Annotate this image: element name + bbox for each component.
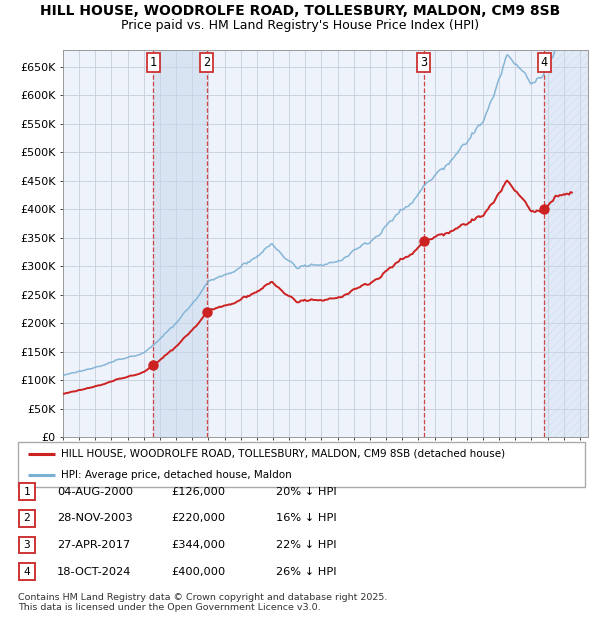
Text: £126,000: £126,000 [171, 487, 225, 497]
Text: £344,000: £344,000 [171, 540, 225, 550]
Text: 3: 3 [23, 540, 31, 550]
Text: 18-OCT-2024: 18-OCT-2024 [57, 567, 131, 577]
Text: £400,000: £400,000 [171, 567, 225, 577]
Text: 28-NOV-2003: 28-NOV-2003 [57, 513, 133, 523]
Text: 4: 4 [541, 56, 548, 69]
Text: 2: 2 [203, 56, 211, 69]
Text: 4: 4 [23, 567, 31, 577]
Text: 3: 3 [420, 56, 427, 69]
Text: 04-AUG-2000: 04-AUG-2000 [57, 487, 133, 497]
Text: HILL HOUSE, WOODROLFE ROAD, TOLLESBURY, MALDON, CM9 8SB: HILL HOUSE, WOODROLFE ROAD, TOLLESBURY, … [40, 4, 560, 19]
FancyBboxPatch shape [18, 442, 585, 487]
Text: 20% ↓ HPI: 20% ↓ HPI [276, 487, 337, 497]
Text: 2: 2 [23, 513, 31, 523]
Bar [544, 50, 588, 437]
Text: 22% ↓ HPI: 22% ↓ HPI [276, 540, 337, 550]
Text: 16% ↓ HPI: 16% ↓ HPI [276, 513, 337, 523]
FancyBboxPatch shape [19, 563, 35, 580]
Text: £220,000: £220,000 [171, 513, 225, 523]
Text: HPI: Average price, detached house, Maldon: HPI: Average price, detached house, Mald… [61, 470, 291, 480]
Text: 27-APR-2017: 27-APR-2017 [57, 540, 130, 550]
Text: 26% ↓ HPI: 26% ↓ HPI [276, 567, 337, 577]
Text: Price paid vs. HM Land Registry's House Price Index (HPI): Price paid vs. HM Land Registry's House … [121, 19, 479, 32]
Text: 1: 1 [150, 56, 157, 69]
Text: 1: 1 [23, 487, 31, 497]
FancyBboxPatch shape [19, 536, 35, 553]
FancyBboxPatch shape [19, 484, 35, 500]
Bar [153, 50, 207, 437]
Text: Contains HM Land Registry data © Crown copyright and database right 2025.
This d: Contains HM Land Registry data © Crown c… [18, 593, 388, 612]
Text: HILL HOUSE, WOODROLFE ROAD, TOLLESBURY, MALDON, CM9 8SB (detached house): HILL HOUSE, WOODROLFE ROAD, TOLLESBURY, … [61, 449, 505, 459]
FancyBboxPatch shape [19, 510, 35, 527]
